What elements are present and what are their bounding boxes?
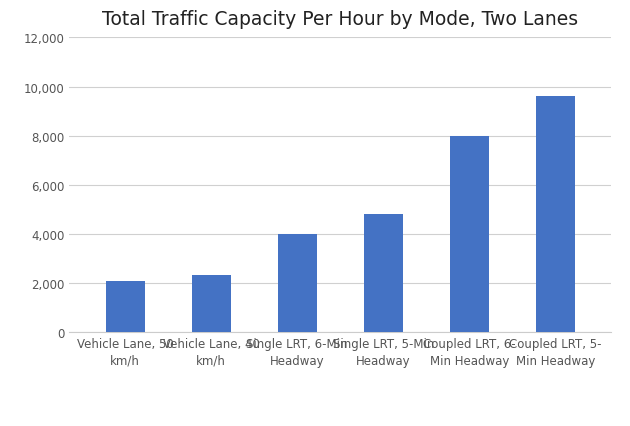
Bar <box>278 234 316 332</box>
Bar <box>192 276 231 332</box>
Bar <box>450 136 488 332</box>
Bar <box>536 97 575 332</box>
Bar <box>106 282 144 332</box>
Bar <box>364 215 403 332</box>
Title: Total Traffic Capacity Per Hour by Mode, Two Lanes: Total Traffic Capacity Per Hour by Mode,… <box>102 9 578 29</box>
